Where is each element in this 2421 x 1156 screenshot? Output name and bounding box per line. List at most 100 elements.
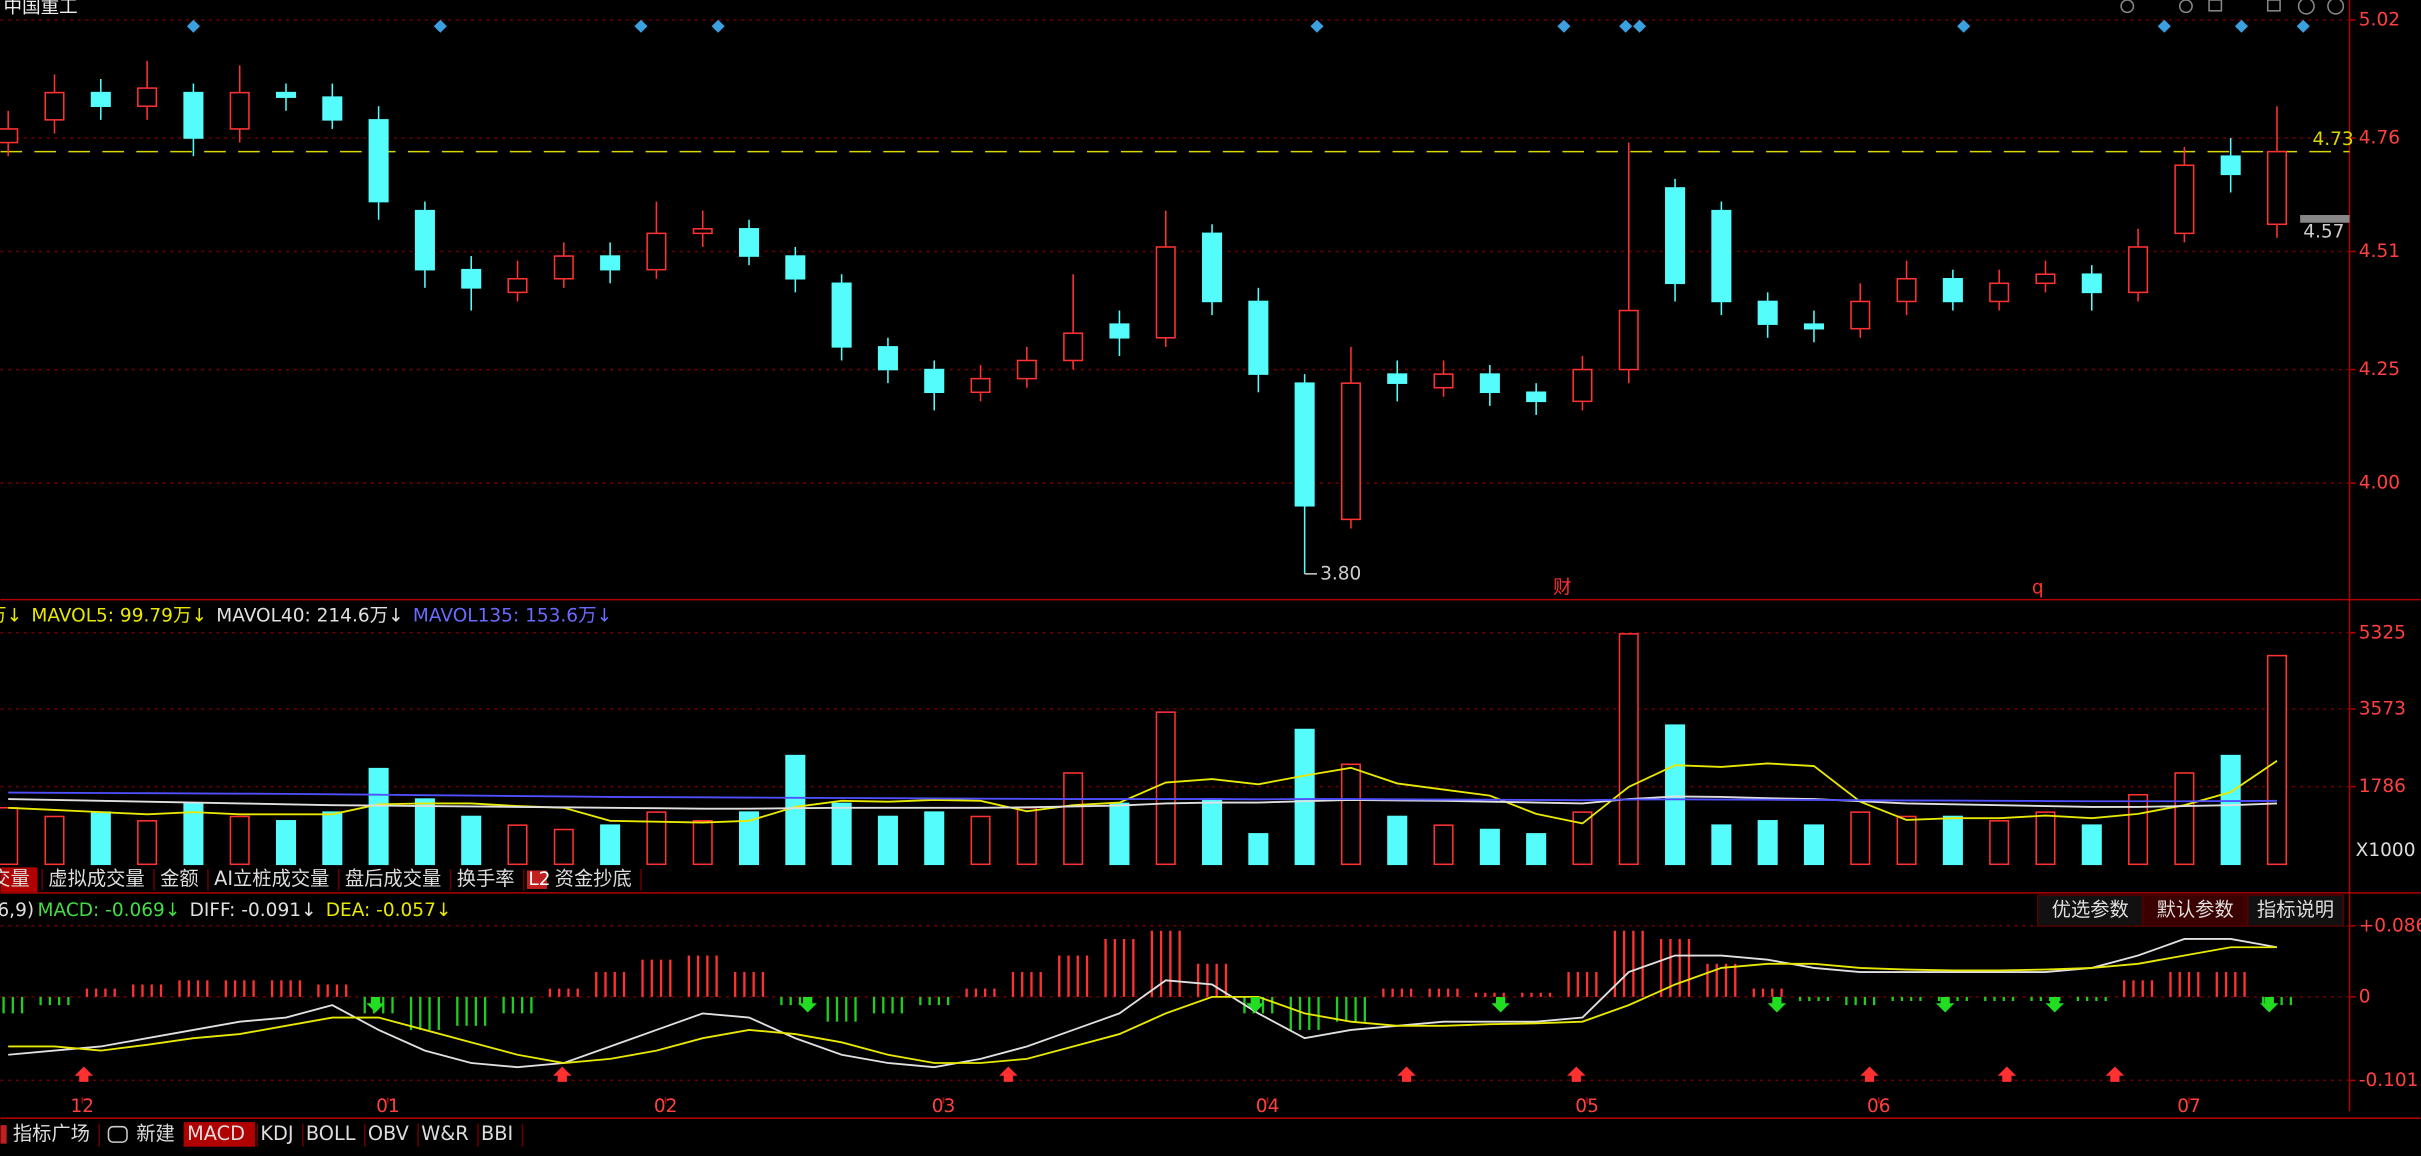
bottom-tab[interactable]: 指标广场 bbox=[13, 1122, 90, 1145]
indicator-tab[interactable]: 换手率 bbox=[457, 867, 515, 890]
candle-body bbox=[692, 228, 713, 235]
bottom-tab[interactable]: KDJ bbox=[260, 1122, 293, 1145]
price-tag-label: 4.57 bbox=[2303, 221, 2344, 242]
candle-body bbox=[1989, 282, 2010, 303]
indicator-tab[interactable]: 盘后成交量 bbox=[345, 867, 441, 890]
candle-body bbox=[275, 91, 297, 98]
candle-body bbox=[2174, 164, 2195, 235]
bottom-tab[interactable]: OBV bbox=[368, 1122, 410, 1145]
indicator-tab[interactable]: 交量 bbox=[0, 867, 30, 890]
candle-body bbox=[831, 282, 852, 348]
candle-body bbox=[322, 96, 343, 121]
candle-body bbox=[924, 368, 945, 394]
volume-bar bbox=[1202, 798, 1223, 866]
buy-arrow bbox=[1567, 1066, 1586, 1082]
legend-entry: DEA: -0.057↓ bbox=[326, 900, 452, 921]
volume-bar bbox=[1942, 815, 1963, 866]
candle-body bbox=[44, 91, 65, 121]
line bbox=[8, 791, 2277, 803]
candle-body bbox=[2081, 273, 2102, 294]
volume-bar bbox=[2220, 754, 2241, 866]
candle-body bbox=[1202, 232, 1223, 303]
candle-body bbox=[2266, 150, 2288, 226]
volume-bar bbox=[1711, 824, 1732, 866]
legend-prefix: 6,9) bbox=[0, 900, 34, 921]
param-button[interactable] bbox=[2246, 894, 2345, 927]
bottom-tab[interactable]: 新建 bbox=[136, 1122, 175, 1145]
candle-body bbox=[368, 119, 389, 203]
volume-bar bbox=[275, 820, 297, 866]
sell-arrow bbox=[1491, 997, 1510, 1013]
zoom-in-icon[interactable] bbox=[2297, 0, 2315, 15]
candle-body bbox=[1109, 323, 1130, 339]
candle-body bbox=[600, 255, 621, 271]
candle-body bbox=[0, 128, 19, 144]
volume-bar bbox=[785, 754, 806, 866]
candle-body bbox=[646, 232, 667, 271]
sell-arrow bbox=[366, 997, 385, 1013]
zoom-out-icon[interactable] bbox=[2327, 0, 2345, 15]
candle-body bbox=[1665, 187, 1686, 285]
icon[interactable] bbox=[2208, 0, 2223, 12]
volume-bar bbox=[1479, 828, 1500, 866]
volume-bar bbox=[1896, 815, 1917, 866]
volume-bar bbox=[507, 824, 528, 866]
indicator-tab[interactable]: AI立桩成交量 bbox=[214, 867, 329, 890]
candle-body bbox=[1063, 332, 1084, 362]
volume-bar bbox=[924, 811, 945, 866]
volume-bar bbox=[1618, 633, 1639, 866]
candle-body bbox=[1433, 373, 1454, 389]
reference-label: 4.73 bbox=[2312, 129, 2353, 150]
signal-diamond bbox=[1557, 19, 1571, 33]
volume-bar bbox=[44, 815, 65, 866]
candle-body bbox=[877, 346, 898, 371]
stock-title: 中国重工 bbox=[4, 0, 78, 18]
candle-body bbox=[1711, 209, 1732, 303]
candle-body bbox=[785, 255, 806, 280]
candle-body bbox=[1803, 323, 1824, 330]
sell-arrow bbox=[1767, 997, 1787, 1013]
buy-arrow bbox=[1397, 1066, 1416, 1082]
volume-bar bbox=[1665, 724, 1686, 866]
volume-bar bbox=[738, 811, 760, 866]
bottom-tab[interactable]: MACD bbox=[187, 1122, 245, 1145]
settings-icon[interactable] bbox=[2120, 0, 2135, 14]
eye-icon[interactable] bbox=[2178, 0, 2193, 14]
volume-bar bbox=[137, 820, 158, 866]
volume-bar bbox=[646, 811, 667, 866]
icon[interactable] bbox=[2266, 0, 2281, 12]
buy-arrow bbox=[999, 1066, 1018, 1082]
bottom-tab[interactable]: BBI bbox=[481, 1122, 513, 1145]
legend-entry: MAVOL135: 153.6万↓ bbox=[413, 605, 612, 626]
volume-bar bbox=[2128, 793, 2149, 866]
tab-active bbox=[184, 1122, 256, 1147]
indicator-tab[interactable]: 金额 bbox=[160, 867, 199, 890]
candle-body bbox=[553, 255, 574, 280]
indicator-tab[interactable]: 资金抄底 bbox=[555, 867, 632, 890]
volume-bar bbox=[322, 811, 343, 866]
y-tick-label: +0.086 bbox=[2359, 915, 2421, 936]
bottom-tab[interactable]: BOLL bbox=[306, 1122, 356, 1145]
indicator-tab[interactable]: 虚拟成交量 bbox=[48, 867, 144, 890]
candle-body bbox=[1340, 382, 1361, 521]
volume-bar bbox=[1757, 820, 1778, 866]
sell-arrow bbox=[798, 997, 817, 1013]
param-button[interactable] bbox=[2141, 894, 2249, 927]
volume-bar bbox=[2266, 654, 2288, 866]
candle-body bbox=[1850, 300, 1871, 330]
y-tick-label: 4.00 bbox=[2359, 473, 2400, 494]
volume-bar bbox=[600, 824, 621, 866]
volume-bar bbox=[1063, 772, 1084, 866]
bottom-tab[interactable]: W&R bbox=[421, 1122, 469, 1145]
candle-body bbox=[507, 277, 528, 294]
volume-bar bbox=[229, 815, 250, 866]
candle-body bbox=[970, 377, 991, 394]
y-tick-label: 0 bbox=[2359, 986, 2371, 1007]
volume-bar bbox=[1387, 815, 1408, 866]
x-tick-label: 04 bbox=[1256, 1096, 1280, 1117]
legend-entry: MAVOL5: 99.79万↓ bbox=[31, 605, 207, 626]
unit-label: X1000 bbox=[2356, 840, 2416, 861]
volume-bar bbox=[1989, 820, 2010, 866]
candle-body bbox=[137, 87, 158, 108]
